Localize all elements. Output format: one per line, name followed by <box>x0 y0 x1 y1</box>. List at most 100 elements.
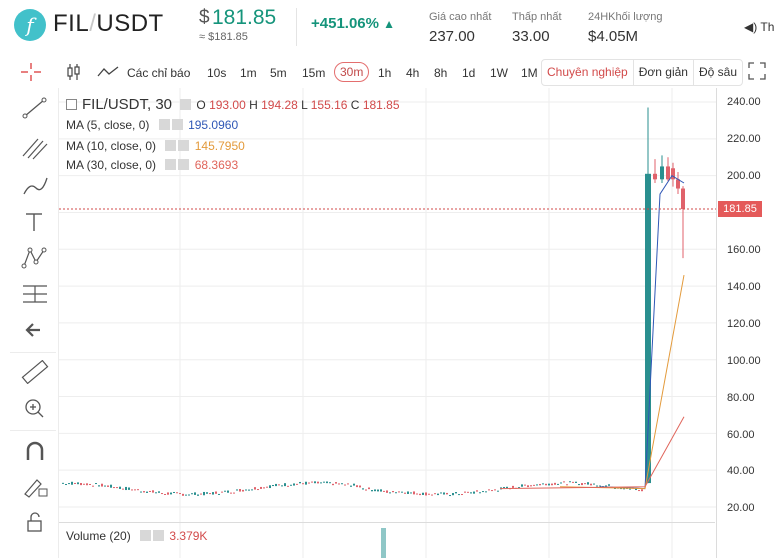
timeframe-4h[interactable]: 4h <box>406 66 420 80</box>
low-stat: Thấp nhất 33.00 <box>512 11 562 45</box>
history-candle <box>329 482 331 484</box>
crosshair-cursor-icon[interactable] <box>19 61 43 83</box>
low-label: Thấp nhất <box>512 11 562 23</box>
ma10-value: 145.7950 <box>194 139 245 153</box>
timeframe-1h[interactable]: 1h <box>378 66 392 80</box>
ma30-remove-icon[interactable] <box>178 159 190 170</box>
timeframe-10s[interactable]: 10s <box>207 66 227 80</box>
history-candle <box>239 489 241 492</box>
brush-icon[interactable] <box>20 174 50 198</box>
history-candle <box>215 491 217 494</box>
history-candle <box>617 487 619 489</box>
history-candle <box>71 481 73 485</box>
volume-pane-separator <box>59 522 715 523</box>
lock-icon[interactable] <box>20 510 50 534</box>
fib-icon[interactable] <box>20 136 50 160</box>
candle-body <box>676 179 680 189</box>
ma10-remove-icon[interactable] <box>178 140 190 151</box>
ma5-remove-icon[interactable] <box>171 119 183 130</box>
history-candle <box>638 490 640 492</box>
history-candle <box>344 484 346 486</box>
sound-toggle[interactable]: ◀) Th <box>744 20 774 34</box>
history-candle <box>494 489 496 491</box>
history-candle <box>404 492 406 494</box>
pattern-icon[interactable] <box>20 246 50 270</box>
text-icon[interactable] <box>20 210 50 234</box>
volume-remove-icon[interactable] <box>153 530 165 541</box>
history-candle <box>242 489 244 492</box>
measure-icon[interactable] <box>20 282 50 306</box>
ma5-settings-icon[interactable] <box>158 119 170 130</box>
price-axis-border <box>716 88 717 558</box>
trend-line-icon[interactable] <box>20 96 50 120</box>
price-candles <box>645 107 685 484</box>
candle-body <box>645 173 651 484</box>
pair-slash: / <box>89 10 97 37</box>
history-candle <box>383 490 385 492</box>
history-candle <box>374 489 376 492</box>
history-candle <box>182 493 184 496</box>
indicators-icon[interactable] <box>97 65 119 79</box>
view-simple-tab[interactable]: Đơn giản <box>634 60 694 85</box>
change-value: +451.06% <box>311 15 379 32</box>
history-candle <box>251 489 253 491</box>
y-tick: 20.00 <box>727 502 755 514</box>
ma10-settings-icon[interactable] <box>165 140 177 151</box>
magnet-icon[interactable] <box>20 440 50 464</box>
collapse-legend-icon[interactable] <box>66 99 77 110</box>
timeframe-1w[interactable]: 1W <box>490 66 508 80</box>
history-candle <box>194 492 196 495</box>
history-candle <box>230 492 232 494</box>
history-candle <box>128 487 130 490</box>
history-candle <box>299 481 301 484</box>
timeframe-8h[interactable]: 8h <box>434 66 448 80</box>
candle-body <box>653 173 657 180</box>
candlestick-type-icon[interactable] <box>66 62 82 82</box>
timeframe-30m[interactable]: 30m <box>334 62 370 82</box>
history-candle <box>260 486 262 489</box>
history-candle <box>629 488 631 490</box>
history-candle <box>122 488 124 490</box>
pair-title[interactable]: FIL/USDT <box>53 10 164 38</box>
ma10-label: MA (10, close, 0) <box>66 139 157 153</box>
legend-settings-icon[interactable] <box>180 99 192 110</box>
view-pro-tab[interactable]: Chuyên nghiệp <box>542 60 634 85</box>
back-arrow-icon[interactable] <box>20 318 50 342</box>
pair-quote: USDT <box>96 10 164 37</box>
fullscreen-icon[interactable] <box>748 62 766 80</box>
volume-stat: 24HKhối lượng $4.05M <box>588 11 663 45</box>
high-label: Giá cao nhất <box>429 11 492 23</box>
view-depth-tab[interactable]: Độ sâu <box>698 65 737 79</box>
history-candle <box>257 489 259 491</box>
history-candle <box>269 485 271 489</box>
history-candle <box>608 484 610 486</box>
ma30-settings-icon[interactable] <box>165 159 177 170</box>
chart-legend-main: FIL/USDT, 30 O 193.00 H 194.28 L 155.16 … <box>66 96 400 113</box>
history-candle <box>566 484 568 486</box>
history-candle <box>359 485 361 488</box>
history-candle <box>137 489 139 491</box>
timeframe-1mo[interactable]: 1M <box>521 66 538 80</box>
y-tick: 200.00 <box>727 170 761 182</box>
timeframe-5m[interactable]: 5m <box>270 66 287 80</box>
history-candle <box>482 491 484 493</box>
y-tick: 80.00 <box>727 392 755 404</box>
zoom-in-icon[interactable] <box>20 396 50 420</box>
history-candle <box>266 486 268 488</box>
volume-value: $4.05M <box>588 28 639 45</box>
indicators-button[interactable]: Các chỉ báo <box>127 66 191 80</box>
history-candle <box>131 489 133 491</box>
history-candle <box>254 487 256 490</box>
timeframe-15m[interactable]: 15m <box>302 66 326 80</box>
fil-logo-icon: f <box>14 9 46 41</box>
sound-label: Th <box>760 20 775 34</box>
volume-settings-icon[interactable] <box>140 530 152 541</box>
lock-draw-icon[interactable] <box>20 474 50 498</box>
history-candle <box>410 492 412 494</box>
history-candle <box>548 483 550 486</box>
history-candle <box>485 491 487 493</box>
timeframe-1d[interactable]: 1d <box>462 66 476 80</box>
ruler-icon[interactable] <box>20 360 50 384</box>
timeframe-1m[interactable]: 1m <box>240 66 257 80</box>
history-candle <box>641 489 643 492</box>
